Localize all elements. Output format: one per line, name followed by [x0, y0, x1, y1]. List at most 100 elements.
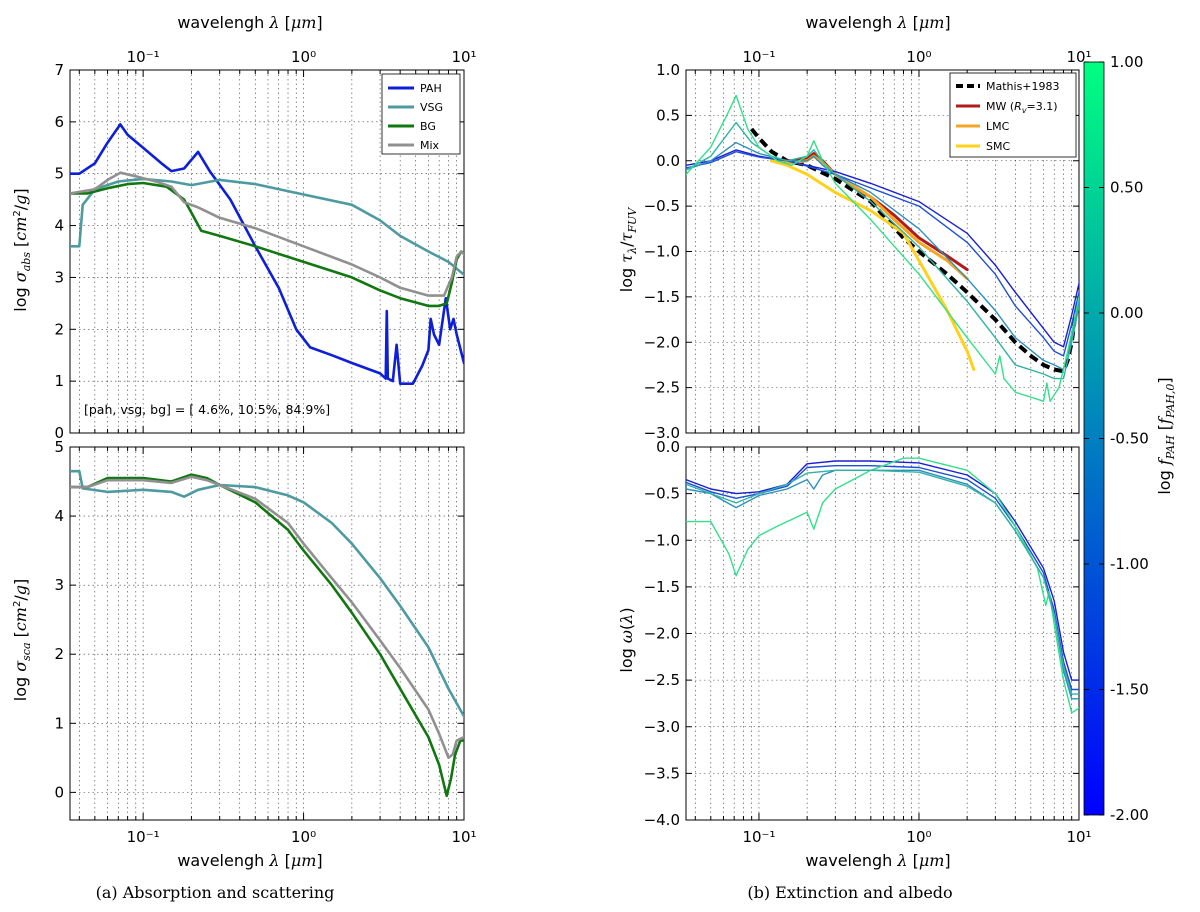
abs-ylabel: log σabs [cm2/g]: [11, 188, 33, 311]
sca-x-tick-label: 10⁰: [291, 828, 316, 846]
ext-y-tick-label: 1.0: [656, 61, 680, 79]
albedo-x-tick-label: 10¹: [1066, 828, 1091, 846]
sca-x-ticks: 10⁻¹ 10⁰ 10¹: [78, 447, 477, 846]
ext-legend: Mathis+1983 MW (Rv=3.1) LMC SMC: [949, 72, 1077, 158]
ext-legend-label: LMC: [986, 120, 1010, 133]
ext-legend-label: Mathis+1983: [986, 80, 1060, 93]
albedo-y-tick-label: −3.5: [644, 764, 680, 782]
sca-y-ticks: 0 1 2 3 4 5: [54, 438, 464, 801]
svg-text:log fPAH [fPAH,0]: log fPAH [fPAH,0]: [1155, 377, 1177, 494]
albedo-series-line-1: [686, 465, 1079, 691]
albedo-x-ticks: 10⁻¹ 10⁰ 10¹: [694, 447, 1092, 846]
colorbar: -2.00 -1.50 -1.00 -0.50 0.00 0.50 1.00: [1083, 53, 1149, 824]
ext-top-xlabel: wavelengh λ [μm]: [805, 13, 950, 32]
abs-series-bg: [70, 181, 464, 308]
albedo-series-line-0: [686, 460, 1079, 681]
colorbar-label: log fPAH [fPAH,0]: [1155, 377, 1177, 494]
sca-series-vsg: [70, 469, 464, 718]
ext-x-tick-label-top: 10⁻¹: [742, 48, 775, 66]
sca-y-tick-label: 2: [54, 645, 64, 663]
albedo-y-tick-label: −1.5: [644, 578, 680, 596]
sca-grid: [70, 446, 465, 820]
sca-y-tick-label: 4: [54, 507, 64, 525]
ext-y-tick-label: −1.5: [644, 288, 680, 306]
albedo-series-line-2: [686, 469, 1079, 700]
albedo-x-tick-label: 10⁰: [906, 828, 931, 846]
sca-series-bg: [70, 473, 464, 798]
ext-series-mathis-1983: [750, 127, 1079, 374]
colorbar-tick-label: -2.00: [1110, 806, 1149, 824]
ext-series-line-7: [686, 121, 1079, 380]
albedo-y-tick-label: −2.5: [644, 671, 680, 689]
colorbar-tick-label: -1.50: [1110, 681, 1149, 699]
colorbar-tick-label: 0.00: [1110, 304, 1143, 322]
sca-series: [70, 469, 464, 798]
scattering-panel: 0 1 2 3 4 5 10⁻¹ 10⁰ 10¹: [54, 438, 476, 846]
abs-x-tick-label-top: 10⁰: [291, 48, 316, 66]
abs-y-tick-label: 2: [54, 320, 64, 338]
abs-annotation: [pah, vsg, bg] = [ 4.6%, 10.5%, 84.9%]: [84, 402, 330, 417]
abs-x-tick-label-top: 10⁻¹: [127, 48, 160, 66]
albedo-y-tick-label: −2.0: [644, 625, 680, 643]
abs-legend-label: PAH: [420, 82, 442, 95]
ext-series-line-4: [686, 149, 1079, 348]
albedo-panel: −4.0−3.5−3.0−2.5−2.0−1.5−1.0−0.50.010⁻¹ 1…: [644, 438, 1092, 846]
sca-y-tick-label: 3: [54, 576, 64, 594]
albedo-y-ticks: −4.0 −3.5 −3.0 −2.5 −2.0 −1.5 −1.0 −0.5 0.0: [644, 438, 1079, 829]
ext-series-line-5: [686, 151, 1079, 357]
ext-y-tick-label: 0.5: [656, 106, 680, 124]
albedo-x-tick-label: 10⁻¹: [742, 828, 775, 846]
ext-series-line-8: [686, 94, 1079, 402]
ext-y-tick-label: 0.0: [656, 152, 680, 170]
abs-x-tick-label-top: 10¹: [451, 48, 476, 66]
ext-y-tick-label: −3.0: [644, 424, 680, 442]
sca-xlabel: wavelengh λ [μm]: [177, 851, 322, 870]
ext-y-tick-label: −2.0: [644, 333, 680, 351]
abs-y-tick-label: 6: [54, 113, 64, 131]
svg-text:log σsca [cm2/g]: log σsca [cm2/g]: [11, 579, 33, 702]
sca-x-tick-label: 10¹: [451, 828, 476, 846]
ext-legend-label: MW (Rv=3.1): [986, 100, 1058, 115]
albedo-y-tick-label: −3.0: [644, 718, 680, 736]
ext-ylabel: log τλ/τFUV: [617, 207, 639, 292]
ext-y-tick-label: −1.0: [644, 243, 680, 261]
albedo-y-tick-label: −0.5: [644, 485, 680, 503]
ext-y-tick-label: −2.5: [644, 379, 680, 397]
caption-right: (b) Extinction and albedo: [747, 883, 952, 902]
albedo-xlabel: wavelengh λ [μm]: [805, 851, 950, 870]
colorbar-tick-label: -0.50: [1110, 430, 1149, 448]
abs-y-tick-label: 1: [54, 372, 64, 390]
sca-y-tick-label: 5: [54, 438, 64, 456]
abs-y-tick-label: 4: [54, 217, 64, 235]
abs-x-ticks: 10⁻¹ 10⁰ 10¹: [78, 48, 477, 433]
abs-legend-label: VSG: [420, 101, 443, 114]
abs-y-tick-label: 7: [54, 61, 64, 79]
abs-top-xlabel: wavelengh λ [μm]: [177, 13, 322, 32]
svg-text:log σabs [cm2/g]: log σabs [cm2/g]: [11, 188, 33, 311]
ext-y-ticks: −3.0 −2.5 −2.0 −1.5 −1.0 −0.5 0.0 0.5 1.0: [644, 61, 1079, 442]
svg-text:log τλ/τFUV: log τλ/τFUV: [617, 207, 639, 292]
svg-text:log ω(λ): log ω(λ): [617, 607, 636, 672]
extinction-panel: −3.0 −2.5 −2.0 −1.5 −1.0 −0.5 0.0 0.5 1.0 10⁻¹ 10⁰…: [644, 48, 1092, 442]
sca-series-mix: [70, 475, 464, 760]
abs-series-mix: [70, 171, 464, 297]
svg-text:wavelengh λ [μm]: wavelengh λ [μm]: [177, 13, 322, 32]
ext-y-tick-label: −0.5: [644, 197, 680, 215]
abs-y-tick-label: 0: [54, 424, 64, 442]
ext-series-line-6: [686, 141, 1079, 371]
abs-y-tick-label: 5: [54, 165, 64, 183]
ext-x-tick-label-top: 10⁰: [906, 48, 931, 66]
abs-y-ticks: 0 1 2 3 4 5 6 7: [54, 61, 464, 442]
albedo-series-line-4: [686, 469, 1079, 695]
albedo-y-tick-label: −1.0: [644, 531, 680, 549]
abs-legend-label: BG: [420, 120, 436, 133]
svg-text:wavelengh λ [μm]: wavelengh λ [μm]: [805, 13, 950, 32]
abs-y-tick-label: 3: [54, 268, 64, 286]
albedo-y-tick-label: 0.0: [656, 438, 680, 456]
svg-text:wavelengh λ [μm]: wavelengh λ [μm]: [805, 851, 950, 870]
absorption-panel: 0 1 2 3 4 5 6 7 10⁻¹ 10⁰ 10¹ PAH VSG BG Mix [pah, vsg, …: [54, 48, 476, 442]
ext-grid: [686, 69, 1080, 434]
albedo-y-tick-label: −4.0: [644, 811, 680, 829]
caption-left: (a) Absorption and scattering: [96, 883, 335, 902]
